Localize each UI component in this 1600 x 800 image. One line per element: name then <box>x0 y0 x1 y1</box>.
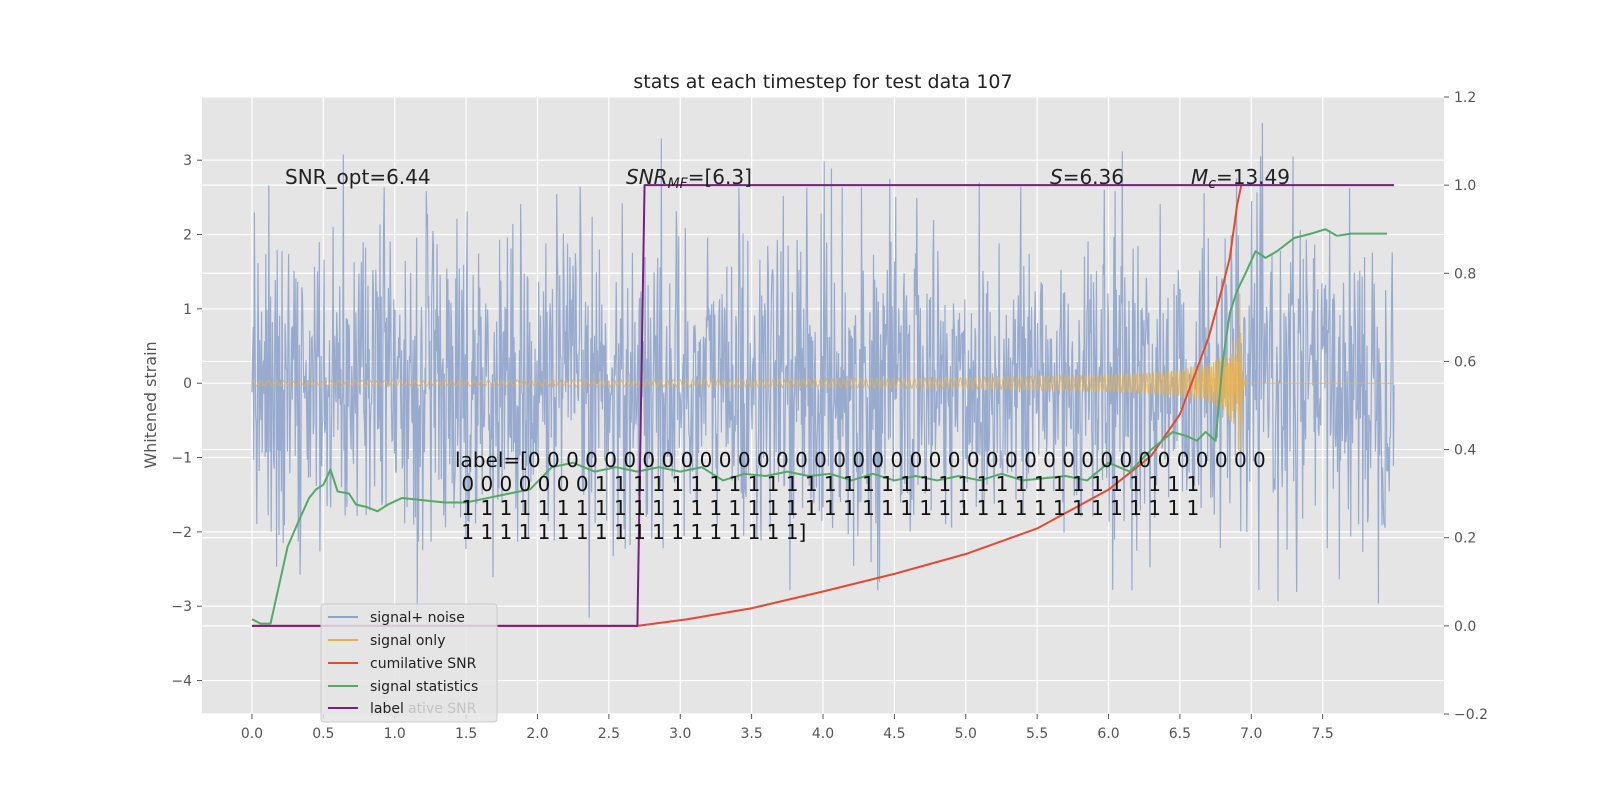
y2-tick-label: 0.2 <box>1454 531 1476 547</box>
y2-tick-label: 0.0 <box>1454 619 1476 635</box>
series-layer <box>251 123 1395 627</box>
annotation-snr-mf: SNRMF=[6.3] <box>626 165 752 192</box>
legend: cumilative SNR signal+ noise signal only… <box>320 603 498 723</box>
legend-label-backing <box>368 698 408 716</box>
y2-tick-label: 1.2 <box>1454 90 1476 106</box>
y2-tick-label: 1.0 <box>1454 178 1476 194</box>
x-tick-label: 3.5 <box>740 726 762 742</box>
legend-entry-label: label <box>370 701 404 717</box>
x-tick-label: 0.0 <box>241 726 263 742</box>
x-tick-label: 6.0 <box>1097 726 1119 742</box>
y-axis-label: Whitened strain <box>141 341 160 468</box>
y2-tick-label: −0.2 <box>1454 707 1488 723</box>
x-tick-label: 1.5 <box>455 726 477 742</box>
legend-entry-cumulative-snr: cumilative SNR <box>370 656 477 672</box>
annotation-snr-mf-main: SNR <box>626 165 668 189</box>
y2-tick-label: 0.8 <box>1454 266 1476 282</box>
legend-entry-signal-statistics: signal statistics <box>370 679 478 695</box>
annotation-mc-var: M <box>1191 165 1208 189</box>
y-tick-label: −1 <box>171 451 192 467</box>
label-line-2: 0 0 0 0 0 0 0 1 1 1 1 1 1 1 1 1 1 1 1 1 … <box>455 472 1199 496</box>
y-axis-ticks: 3 2 1 0 −1 −2 −3 −4 <box>171 153 202 690</box>
x-tick-label: 0.5 <box>312 726 334 742</box>
label-line-4: 1 1 1 1 1 1 1 1 1 1 1 1 1 1 1 1 1 1] <box>455 520 806 544</box>
legend-entry-signal-only: signal only <box>370 633 445 649</box>
y-tick-label: −4 <box>171 674 192 690</box>
x-axis-ticks: 0.0 0.5 1.0 1.5 2.0 2.5 3.0 3.5 4.0 4.5 5.0 5.5 6.0 6… <box>241 714 1334 742</box>
annotation-snr-mf-sub: MF <box>668 176 689 192</box>
y-tick-label: 2 <box>183 228 192 244</box>
y-tick-label: 0 <box>183 376 192 392</box>
x-tick-label: 5.0 <box>955 726 977 742</box>
label-annotation: label=[0 0 0 0 0 0 0 0 0 0 0 0 0 0 0 0 0… <box>455 448 1266 544</box>
annotation-s-var: S <box>1050 165 1063 189</box>
x-tick-label: 3.0 <box>669 726 691 742</box>
annotation-snr-mf-value: =[6.3] <box>688 165 752 189</box>
annotation-mc-sub: c <box>1208 176 1216 192</box>
legend-box <box>320 603 498 723</box>
annotation-mc: Mc=13.49 <box>1191 165 1290 192</box>
x-tick-label: 5.5 <box>1026 726 1048 742</box>
right-axis-ticks: 1.2 1.0 0.8 0.6 0.4 0.2 0.0 −0.2 <box>1444 90 1488 723</box>
annotation-mc-value: =13.49 <box>1216 165 1290 189</box>
x-tick-label: 1.0 <box>384 726 406 742</box>
x-tick-label: 4.0 <box>812 726 834 742</box>
y-tick-label: −3 <box>171 599 192 615</box>
series-signal-noise <box>251 123 1395 618</box>
annotation-s: S=6.36 <box>1050 165 1124 189</box>
annotation-s-value: =6.36 <box>1063 165 1124 189</box>
x-tick-label: 6.5 <box>1169 726 1191 742</box>
y-tick-label: 3 <box>183 153 192 169</box>
x-tick-label: 4.5 <box>883 726 905 742</box>
annotation-snr-opt: SNR_opt=6.44 <box>285 165 431 189</box>
x-tick-label: 7.0 <box>1240 726 1262 742</box>
series-signal-statistics <box>251 228 1387 625</box>
chart-title: stats at each timestep for test data 107 <box>633 71 1012 93</box>
x-tick-label: 2.5 <box>598 726 620 742</box>
y-tick-label: −2 <box>171 525 192 541</box>
y2-tick-label: 0.6 <box>1454 354 1476 370</box>
series-signal-only <box>251 293 1395 451</box>
y-tick-label: 1 <box>183 302 192 318</box>
legend-entry-signal-noise: signal+ noise <box>370 610 465 626</box>
label-line-1: label=[0 0 0 0 0 0 0 0 0 0 0 0 0 0 0 0 0… <box>455 448 1266 472</box>
x-tick-label: 7.5 <box>1312 726 1334 742</box>
label-line-3: 1 1 1 1 1 1 1 1 1 1 1 1 1 1 1 1 1 1 1 1 … <box>455 496 1199 520</box>
x-tick-label: 2.0 <box>526 726 548 742</box>
y2-tick-label: 0.4 <box>1454 443 1476 459</box>
